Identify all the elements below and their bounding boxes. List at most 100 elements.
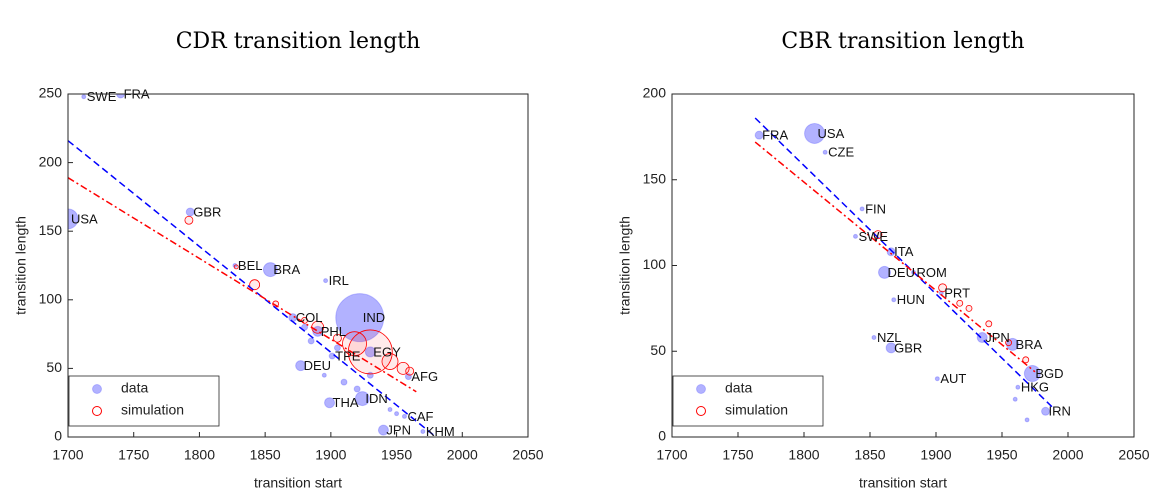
axes-box xyxy=(671,93,1135,438)
plot-area xyxy=(754,117,1056,423)
y-tick-label: 0 xyxy=(658,428,666,444)
x-tick-label: 1900 xyxy=(920,447,951,463)
point xyxy=(1022,356,1030,364)
point-label: PHL xyxy=(321,324,346,339)
x-tick-label: 1700 xyxy=(52,447,83,463)
y-tick-label: 100 xyxy=(39,291,63,307)
x-tick-label: 1700 xyxy=(656,447,687,463)
point xyxy=(885,342,897,354)
y-tick-label: 100 xyxy=(643,256,667,272)
point xyxy=(886,247,896,257)
point-label: SWE xyxy=(858,229,888,244)
legend-box xyxy=(672,375,824,427)
point xyxy=(822,149,828,155)
point-label: ITA xyxy=(894,244,914,259)
x-tick-label: 1800 xyxy=(788,447,819,463)
x-tick-label: 1900 xyxy=(315,447,346,463)
point-label: BRA xyxy=(273,262,300,277)
y-tick-label: 200 xyxy=(39,153,63,169)
fit-line xyxy=(754,117,1056,411)
legend-box xyxy=(68,375,220,427)
point-label: IRN xyxy=(1049,404,1071,419)
y-tick-label: 50 xyxy=(650,342,666,358)
legend-label: simulation xyxy=(725,402,788,418)
point-label: EGY xyxy=(373,344,401,359)
point xyxy=(871,335,877,341)
point xyxy=(938,283,947,293)
point-label: JPN xyxy=(985,330,1010,345)
point xyxy=(396,361,410,375)
point-label: JPN xyxy=(386,423,411,438)
fit-line xyxy=(754,141,1036,373)
legend-label: data xyxy=(121,380,148,396)
point-label: DEU xyxy=(304,358,331,373)
point-label: COL xyxy=(296,310,323,325)
point xyxy=(405,366,415,376)
y-tick-label: 150 xyxy=(643,170,667,186)
point xyxy=(394,411,400,417)
point-label: USA xyxy=(71,211,98,226)
point xyxy=(401,413,407,419)
point xyxy=(956,299,964,307)
point-label: GBR xyxy=(193,204,221,219)
legend-marker xyxy=(696,406,706,416)
point xyxy=(859,206,865,212)
x-tick-label: 1850 xyxy=(250,447,281,463)
point xyxy=(754,130,764,140)
point-label: USA xyxy=(818,126,845,141)
chart-title: CBR transition length xyxy=(781,29,1024,54)
point-label: THA xyxy=(333,395,359,410)
x-tick-label: 2000 xyxy=(1052,447,1083,463)
point xyxy=(321,372,327,378)
point xyxy=(364,346,376,358)
point xyxy=(1024,417,1030,423)
legend-marker xyxy=(92,406,102,416)
y-axis-label: transition length xyxy=(617,216,633,315)
x-tick-label: 1950 xyxy=(381,447,412,463)
point xyxy=(985,320,993,328)
y-tick-label: 0 xyxy=(54,428,62,444)
point xyxy=(878,265,892,279)
point xyxy=(354,391,370,407)
legend-marker xyxy=(92,384,102,394)
fit-line xyxy=(68,140,437,437)
point xyxy=(347,329,393,375)
point xyxy=(333,344,341,352)
legend-label: data xyxy=(725,380,752,396)
axes-box xyxy=(67,93,529,438)
x-tick-label: 1750 xyxy=(118,447,149,463)
point xyxy=(324,397,336,409)
point xyxy=(184,215,194,225)
point-label: CZE xyxy=(828,145,854,160)
x-axis-label: transition start xyxy=(254,475,342,491)
point-label: CAF xyxy=(407,409,433,424)
y-tick-label: 50 xyxy=(46,359,62,375)
point xyxy=(1012,396,1018,402)
point xyxy=(233,264,239,270)
point xyxy=(891,297,897,303)
x-tick-label: 2050 xyxy=(512,447,543,463)
point xyxy=(262,262,278,278)
point xyxy=(307,337,315,345)
point-label: ROM xyxy=(917,265,947,280)
point-label: IND xyxy=(363,310,385,325)
point-label: SWE xyxy=(87,89,117,104)
point-label: FIN xyxy=(865,201,886,216)
x-tick-label: 1950 xyxy=(986,447,1017,463)
point-label: AFG xyxy=(411,369,438,384)
x-axis-label: transition start xyxy=(859,475,947,491)
y-axis-label: transition length xyxy=(13,216,29,315)
plot-area xyxy=(68,94,437,437)
point-label: KHM xyxy=(426,424,455,439)
point xyxy=(295,360,307,372)
point-label: NZL xyxy=(877,330,902,345)
point-label: IDN xyxy=(365,391,387,406)
point xyxy=(1006,337,1020,351)
point xyxy=(873,230,883,240)
point-label: FRA xyxy=(762,128,788,143)
legend-marker xyxy=(696,384,706,394)
x-tick-label: 1750 xyxy=(722,447,753,463)
point-label: HUN xyxy=(897,292,925,307)
y-tick-label: 150 xyxy=(39,222,63,238)
